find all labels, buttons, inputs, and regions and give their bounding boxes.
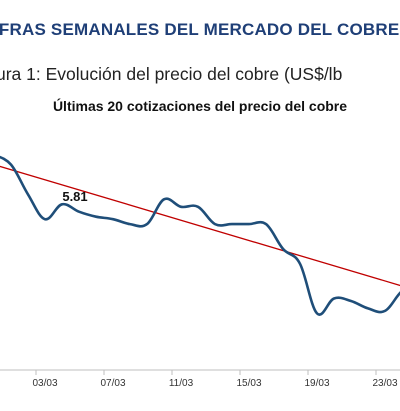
chart-title: Últimas 20 cotizaciones del precio del c… <box>52 98 348 114</box>
x-tick-label: 03/03 <box>32 378 57 389</box>
x-tick-label: 23/03 <box>372 378 397 389</box>
x-tick-label: 07/03 <box>100 378 125 389</box>
x-tick-label: 15/03 <box>236 378 261 389</box>
copper-price-line-chart: 03/03 07/03 11/03 15/03 19/03 23/03 5.81 <box>0 155 400 389</box>
trendline <box>0 165 400 287</box>
x-tick-label: 11/03 <box>169 378 194 389</box>
plot-area: 03/03 07/03 11/03 15/03 19/03 23/03 5.81 <box>0 155 400 389</box>
x-tick-label: 19/03 <box>304 378 329 389</box>
data-label: 5.81 <box>62 189 87 204</box>
figure-caption: ura 1: Evolución del precio del cobre (U… <box>0 64 343 84</box>
report-header: IFRAS SEMANALES DEL MERCADO DEL COBRE <box>0 20 400 39</box>
copper-price-line <box>0 155 400 316</box>
